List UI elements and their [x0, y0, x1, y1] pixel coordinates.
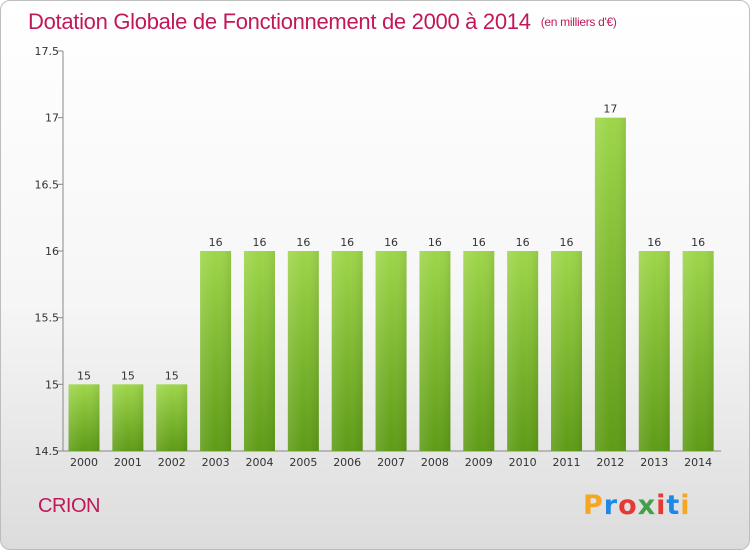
logo-letter: i: [680, 490, 691, 521]
y-tick-label: 16.5: [35, 178, 60, 191]
logo-letter: t: [666, 490, 681, 521]
bar-shade-2000: [68, 384, 100, 451]
x-tick-label-2001: 2001: [114, 456, 142, 469]
data-label-2009: 16: [472, 236, 486, 249]
bars: 15 15 15 16 16 16 16 16 16 16 16 16 17 16 16: [68, 103, 714, 452]
bar-shade-2006: [331, 251, 363, 451]
y-tick-label: 17: [45, 112, 59, 125]
y-tick-label: 14.5: [35, 445, 60, 458]
logo-letter: x: [637, 490, 657, 521]
logo-letter: o: [618, 490, 638, 521]
data-label-2012: 17: [603, 103, 617, 116]
bar-shade-2014: [682, 251, 714, 451]
x-tick-label-2002: 2002: [158, 456, 186, 469]
proxiti-logo: Proxiti: [583, 490, 691, 521]
data-label-2013: 16: [647, 236, 661, 249]
x-tick-label-2006: 2006: [333, 456, 361, 469]
x-tick-label-2004: 2004: [245, 456, 273, 469]
y-tick-label: 15: [45, 378, 59, 391]
data-label-2011: 16: [560, 236, 574, 249]
x-tick-label-2012: 2012: [596, 456, 624, 469]
data-label-2002: 15: [165, 369, 179, 382]
chart-title: Dotation Globale de Fonctionnement de 20…: [28, 9, 617, 35]
bar-shade-2012: [594, 117, 626, 452]
x-tick-label-2008: 2008: [421, 456, 449, 469]
data-label-2008: 16: [428, 236, 442, 249]
y-axis: 14.5 15 15.5 16 16.5 17 17.5: [35, 45, 64, 458]
data-label-2010: 16: [516, 236, 530, 249]
x-tick-label-2000: 2000: [70, 456, 98, 469]
chart-title-text: Dotation Globale de Fonctionnement de 20…: [28, 9, 531, 34]
data-label-2001: 15: [121, 369, 135, 382]
data-label-2003: 16: [209, 236, 223, 249]
logo-letter: i: [656, 490, 667, 521]
data-label-2000: 15: [77, 369, 91, 382]
data-label-2005: 16: [296, 236, 310, 249]
data-label-2014: 16: [691, 236, 705, 249]
logo-letter: P: [583, 490, 604, 521]
y-tick-label: 17.5: [35, 45, 60, 58]
bar-shade-2001: [112, 384, 144, 451]
x-tick-label-2013: 2013: [640, 456, 668, 469]
data-label-2007: 16: [384, 236, 398, 249]
x-tick-label-2005: 2005: [289, 456, 317, 469]
x-axis: 2000 2001 2002 2003 2004 2005 2006 2007 2008 2009…: [63, 450, 721, 469]
logo-letter: r: [603, 490, 619, 521]
bar-shade-2013: [638, 251, 670, 451]
x-tick-label-2003: 2003: [202, 456, 230, 469]
data-label-2006: 16: [340, 236, 354, 249]
y-tick-label: 16: [45, 245, 59, 258]
x-tick-label-2011: 2011: [553, 456, 581, 469]
x-tick-label-2010: 2010: [509, 456, 537, 469]
bar-shade-2011: [551, 251, 583, 451]
chart-unit: (en milliers d'€): [540, 15, 617, 29]
bar-shade-2007: [375, 251, 407, 451]
x-tick-label-2009: 2009: [465, 456, 493, 469]
bar-shade-2008: [419, 251, 451, 451]
bar-shade-2009: [463, 251, 495, 451]
bar-shade-2010: [507, 251, 539, 451]
x-tick-label-2007: 2007: [377, 456, 405, 469]
data-label-2004: 16: [252, 236, 266, 249]
y-tick-label: 15.5: [35, 312, 60, 325]
bar-shade-2002: [156, 384, 188, 451]
bar-shade-2003: [200, 251, 232, 451]
bar-shade-2005: [287, 251, 319, 451]
x-tick-label-2014: 2014: [684, 456, 712, 469]
bar-shade-2004: [243, 251, 275, 451]
commune-name: CRION: [38, 495, 100, 517]
